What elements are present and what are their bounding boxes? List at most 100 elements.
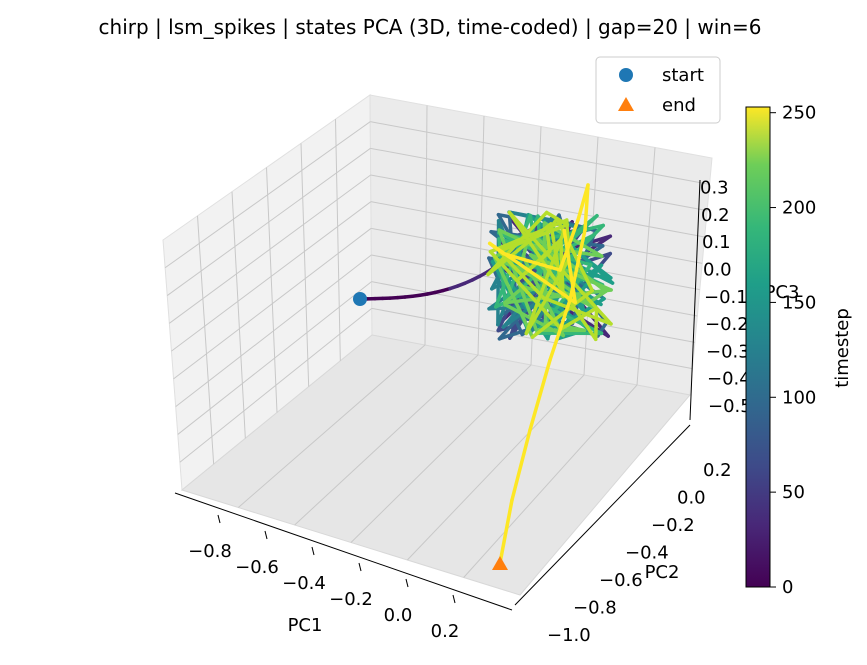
trajectory-segment — [554, 213, 599, 250]
gridline — [177, 281, 372, 435]
z-tick-label: 0.0 — [703, 260, 732, 281]
legend-start-marker — [619, 68, 633, 82]
trajectory-series — [358, 183, 615, 565]
trajectory-segment — [549, 222, 565, 299]
x-tick-label: −0.8 — [188, 541, 232, 562]
end-marker — [492, 556, 508, 570]
colorbar-ticks: 0 50 100 150 200 250 — [770, 103, 816, 598]
trajectory-segment — [503, 288, 613, 305]
gridline — [238, 344, 426, 508]
gridline — [406, 374, 585, 561]
z-axis-line — [689, 179, 701, 421]
trajectory-segment — [548, 298, 572, 362]
trajectory-segment — [542, 221, 548, 325]
gridline — [294, 354, 479, 526]
gridline — [300, 143, 310, 387]
gridline — [370, 174, 705, 238]
x-tick — [405, 578, 409, 588]
gridline — [370, 121, 710, 185]
gridline — [370, 147, 708, 212]
trajectory-segment — [498, 498, 514, 565]
x-tick-label: 0.0 — [384, 605, 413, 626]
gridline — [424, 105, 428, 346]
x-axis-label: PC1 — [288, 615, 323, 636]
y-tick-label: −0.2 — [651, 515, 695, 536]
gridline — [197, 215, 215, 465]
gridline — [169, 174, 371, 324]
colorbar-gradient — [745, 106, 771, 588]
trajectory-segment — [530, 288, 595, 339]
z-tick-label: 0.1 — [702, 232, 731, 253]
z-axis-label: PC3 — [765, 282, 800, 303]
colorbar-tick-label: 100 — [782, 387, 816, 408]
gridline — [164, 121, 371, 269]
colorbar-tick-label: 150 — [782, 292, 816, 313]
gridline — [175, 254, 372, 408]
gridline — [231, 191, 246, 439]
trajectory-segment — [583, 183, 590, 232]
y-tick-label: 0.2 — [703, 460, 732, 481]
legend-end-label: end — [662, 95, 696, 116]
z-tick-label: 0.3 — [700, 178, 729, 199]
x-tick-label: −0.6 — [235, 557, 279, 578]
gridline — [636, 147, 656, 386]
gridline — [171, 201, 372, 352]
x-tick — [217, 514, 221, 524]
y-tick-label: −0.4 — [625, 543, 669, 564]
trajectory-segment — [568, 228, 587, 302]
x-tick-label: 0.2 — [431, 621, 460, 642]
z-tick-label: 0.2 — [701, 205, 730, 226]
colorbar-tick-label: 0 — [782, 577, 793, 598]
colorbar-tick-label: 200 — [782, 198, 816, 219]
trajectory-segment — [524, 257, 571, 336]
x-axis-line — [174, 492, 513, 611]
trajectory-segment — [487, 241, 506, 256]
z-tick-label: −0.2 — [705, 314, 749, 335]
x-tick — [358, 562, 362, 572]
gridline — [335, 119, 341, 361]
trajectory-segment — [488, 249, 563, 331]
z-tick-label: −0.1 — [704, 287, 748, 308]
gridline — [173, 227, 372, 380]
x-tick-label: −0.2 — [329, 589, 373, 610]
trajectory-segment — [492, 255, 535, 339]
y-tick-label: −0.6 — [599, 570, 643, 591]
y-axis-line — [514, 424, 691, 606]
colorbar: 0 50 100 150 200 250 timestep — [745, 103, 853, 598]
z-tick-labels: −0.5 −0.4 −0.3 −0.2 −0.1 0.0 0.1 0.2 0.3 — [700, 178, 752, 417]
axes-3d — [162, 94, 713, 611]
gridline — [463, 384, 638, 578]
trajectory-segment — [497, 249, 546, 300]
trajectory-segment — [528, 358, 552, 432]
y-axis-label: PC2 — [645, 562, 680, 583]
gridline — [166, 147, 371, 296]
y-tick-label: 0.0 — [677, 488, 706, 509]
x-tick-labels: −0.8−0.6−0.4−0.2 0.0 0.2 — [188, 514, 460, 642]
x-tick-label: −0.4 — [282, 573, 326, 594]
colorbar-label: timestep — [832, 308, 853, 388]
trajectory-segment — [558, 218, 580, 272]
gridlines — [164, 105, 710, 578]
legend-end-marker — [618, 97, 634, 111]
gridline — [477, 115, 485, 356]
chart-title: chirp | lsm_spikes | states PCA (3D, tim… — [99, 15, 762, 39]
z-tick-label: −0.4 — [707, 369, 751, 390]
y-tick-labels: −1.0 −0.8 −0.6 −0.4 −0.2 0.0 0.2 — [547, 460, 732, 646]
z-tick-label: −0.5 — [708, 396, 752, 417]
legend: start end — [595, 56, 721, 124]
x-tick — [452, 594, 456, 604]
z-tick-label: −0.3 — [706, 341, 750, 362]
colorbar-tick-label: 250 — [782, 103, 816, 124]
trajectory-segment — [593, 306, 599, 342]
gridline — [350, 364, 532, 543]
legend-start-label: start — [662, 65, 704, 86]
colorbar-tick-label: 50 — [782, 482, 805, 503]
trajectory-segment — [488, 218, 569, 254]
x-tick — [311, 546, 315, 556]
gridline — [179, 307, 373, 463]
y-tick-label: −1.0 — [547, 625, 591, 646]
start-marker — [353, 292, 367, 306]
trajectory-segment — [510, 428, 532, 502]
gridline — [266, 167, 278, 413]
